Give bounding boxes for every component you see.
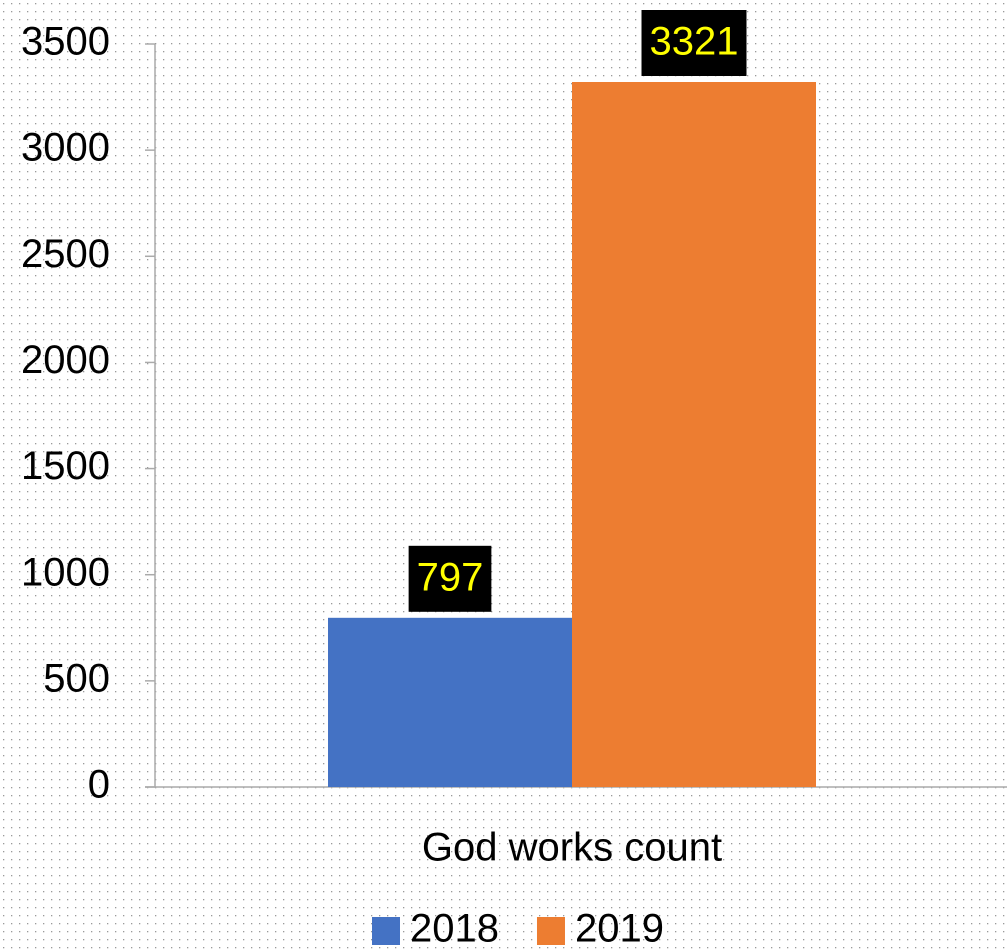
y-tick-label: 500: [43, 656, 110, 700]
legend-swatch: [372, 917, 400, 945]
y-tick-label: 3500: [21, 20, 110, 64]
y-tick-label: 2000: [21, 338, 110, 382]
data-label-box: [408, 545, 492, 612]
y-tick-label: 2500: [21, 232, 110, 276]
data-label-text: 3321: [650, 20, 739, 64]
data-label: 3321: [641, 9, 747, 76]
data-label-box: [641, 9, 747, 76]
legend-label: 2019: [575, 907, 664, 951]
legend-label: 2018: [410, 907, 499, 951]
bar: [328, 617, 572, 787]
data-label-text: 797: [417, 555, 484, 599]
data-label: 797: [408, 545, 492, 612]
y-tick-label: 1000: [21, 550, 110, 594]
y-tick-label: 0: [88, 763, 110, 807]
x-tick-label: God works count: [422, 826, 722, 870]
legend-swatch: [536, 917, 565, 945]
bar: [572, 81, 816, 787]
y-tick-label: 3000: [21, 126, 110, 170]
y-tick-label: 1500: [21, 444, 110, 488]
